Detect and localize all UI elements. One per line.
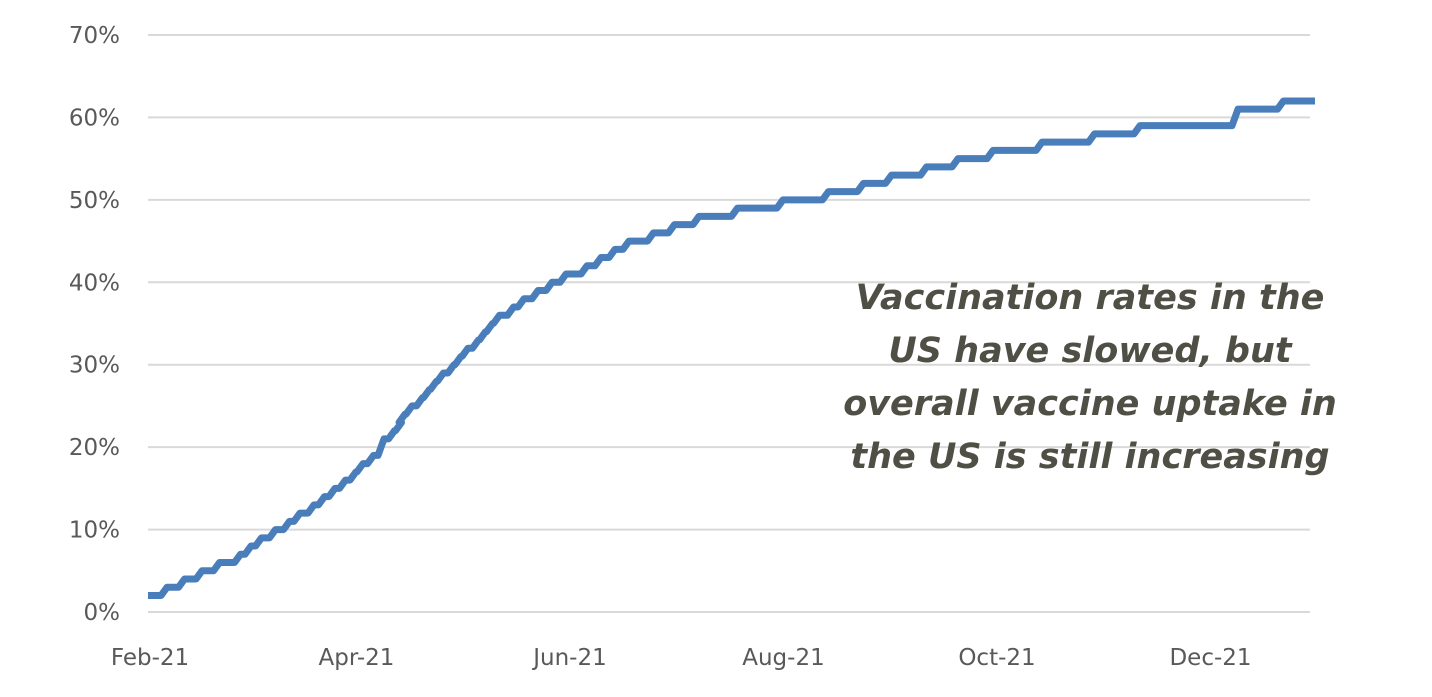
y-tick-label: 60%: [69, 105, 120, 131]
annotation-line: Vaccination rates in the: [856, 278, 1325, 318]
y-tick-label: 30%: [69, 353, 120, 379]
y-tick-label: 0%: [84, 600, 121, 626]
x-tick-label: Dec-21: [1169, 645, 1251, 671]
x-tick-label: Aug-21: [742, 645, 824, 671]
x-tick-label: Apr-21: [319, 645, 395, 671]
series-layer: [148, 97, 1315, 600]
x-axis-ticks: Feb-21 Apr-21 Jun-21 Aug-21 Oct-21 Dec-21: [111, 645, 1252, 671]
annotation: Vaccination rates in the US have slowed, …: [843, 278, 1337, 477]
annotation-line: the US is still increasing: [850, 437, 1329, 477]
gridlines: [148, 34, 1310, 613]
series-line: [148, 97, 1315, 600]
x-tick-label: Jun-21: [531, 645, 607, 671]
y-tick-label: 50%: [69, 188, 120, 214]
annotation-line: overall vaccine uptake in: [843, 384, 1337, 424]
y-tick-label: 20%: [69, 435, 120, 461]
y-tick-label: 40%: [69, 270, 120, 296]
annotation-line: US have slowed, but: [888, 331, 1293, 371]
x-tick-label: Oct-21: [958, 645, 1035, 671]
y-tick-label: 10%: [69, 518, 120, 544]
y-axis-ticks: 0% 10% 20% 30% 40% 50% 60% 70%: [69, 23, 120, 626]
x-tick-label: Feb-21: [111, 645, 189, 671]
y-tick-label: 70%: [69, 23, 120, 49]
